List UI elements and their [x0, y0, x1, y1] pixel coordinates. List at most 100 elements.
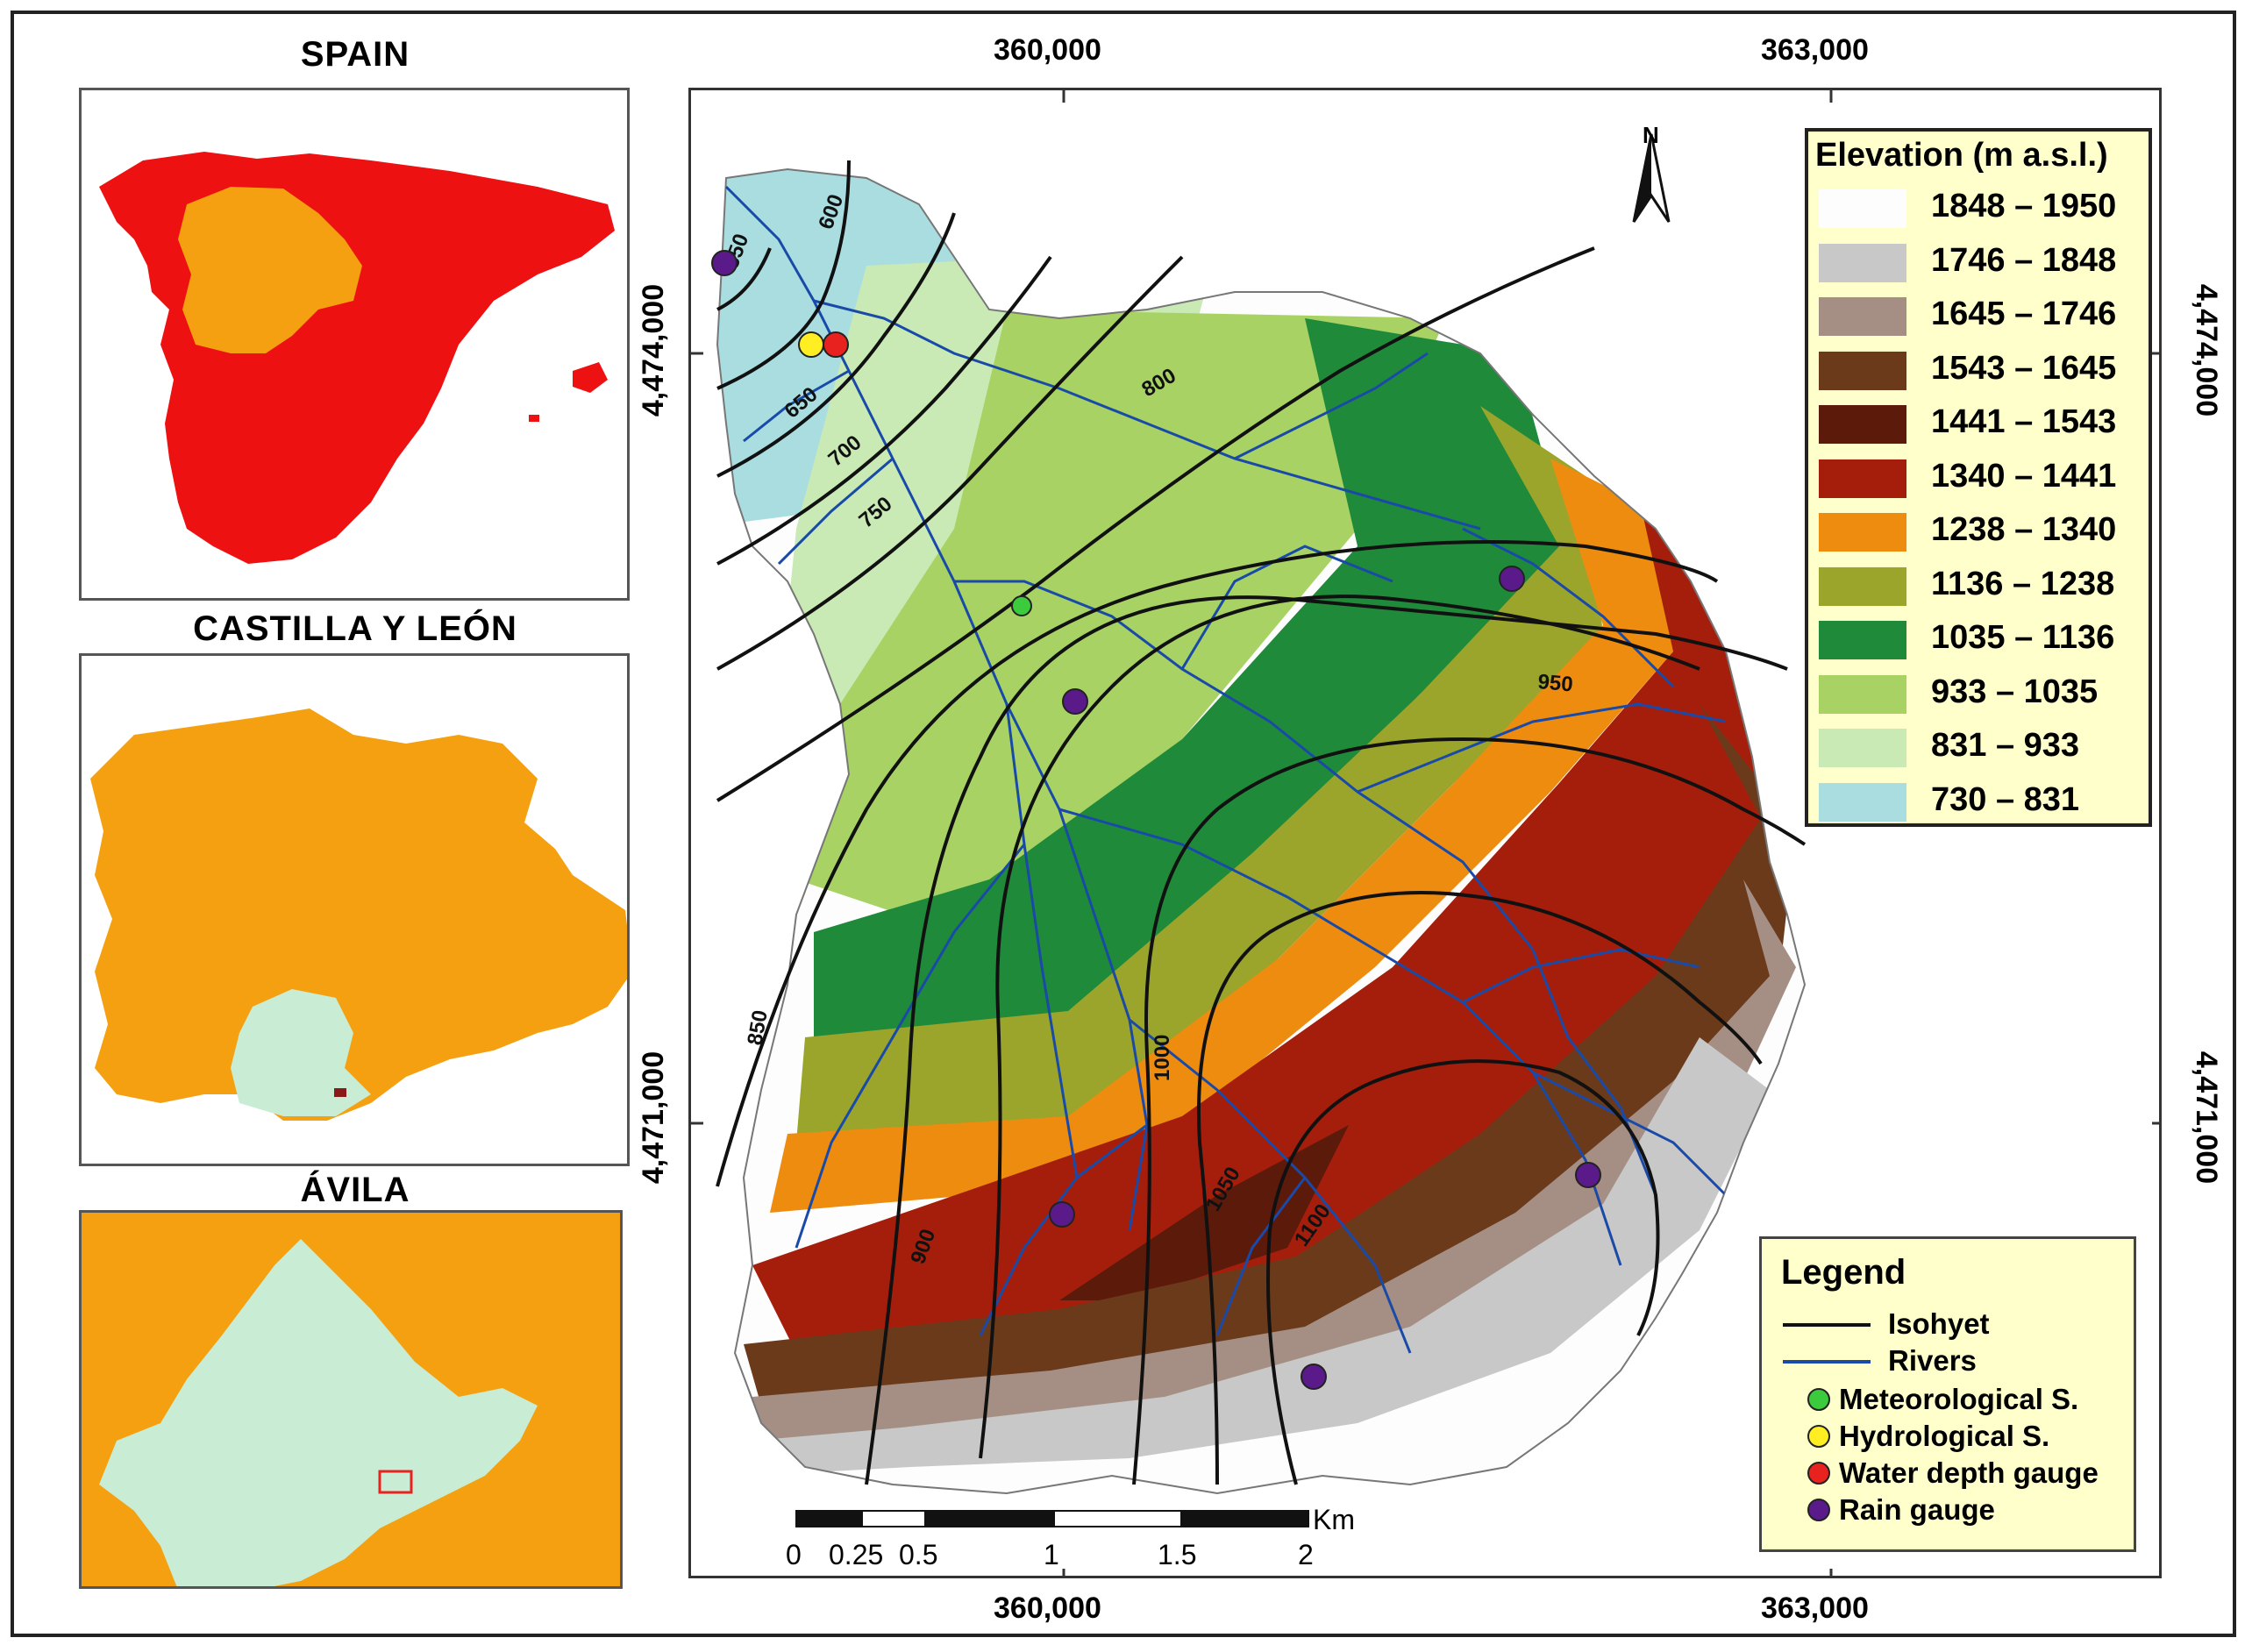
- hydrological-station: [798, 331, 824, 358]
- isohyet-label-850: 850: [743, 1008, 773, 1047]
- scale-tick-2: 2: [1298, 1539, 1314, 1570]
- isohyet-1100: [1266, 1059, 1660, 1485]
- elevation-swatch: [1819, 782, 1906, 822]
- coord-right-2: 4,471,000: [2190, 1050, 2224, 1185]
- isohyet-label-950: 950: [1536, 670, 1573, 696]
- elevation-class-label: 1848 – 1950: [1931, 188, 2117, 224]
- isohyet-850: [716, 540, 1719, 1187]
- coord-bottom-1: 360,000: [994, 1591, 1101, 1625]
- scale-tick-05: 0.5: [899, 1539, 938, 1570]
- elevation-class: 1543 – 1645: [1819, 348, 2143, 394]
- rain-gauge: [711, 250, 738, 276]
- coord-bottom-2: 363,000: [1761, 1591, 1869, 1625]
- legend-item: Water depth gauge: [1783, 1455, 2134, 1490]
- legend-dot-symbol: [1807, 1425, 1830, 1448]
- elevation-class: 1340 – 1441: [1819, 456, 2143, 502]
- study-area-box: [378, 1470, 413, 1494]
- castilla-map: [90, 709, 627, 1121]
- zone-1238-1340: [770, 459, 1673, 1213]
- elevation-class: 1441 – 1543: [1819, 402, 2143, 447]
- spain-shape: [99, 152, 615, 564]
- elevation-class-label: 730 – 831: [1931, 780, 2080, 818]
- legend-dot-symbol: [1807, 1462, 1830, 1485]
- elevation-class-label: 1645 – 1746: [1931, 296, 2117, 332]
- elevation-swatch: [1819, 621, 1906, 659]
- legend-dot-symbol: [1807, 1499, 1830, 1521]
- coord-top-2: 363,000: [1761, 33, 1869, 67]
- north-arrow-label: N: [1643, 122, 1659, 148]
- elevation-class: 933 – 1035: [1819, 672, 2143, 717]
- avila-map: [82, 1213, 620, 1586]
- map-frame: [11, 11, 2236, 1637]
- elevation-class: 1136 – 1238: [1819, 564, 2143, 609]
- rain-gauge: [1301, 1364, 1327, 1390]
- elevation-class: 1035 – 1136: [1819, 617, 2143, 663]
- isohyet-label-1000: 1000: [1151, 1035, 1174, 1081]
- elevation-swatch: [1819, 459, 1906, 498]
- elevation-class: 1746 – 1848: [1819, 240, 2143, 286]
- scale-unit: Km: [1313, 1504, 1355, 1535]
- elevation-class-label: 933 – 1035: [1931, 673, 2099, 710]
- elevation-class: 730 – 831: [1819, 780, 2143, 825]
- elevation-class-label: 1441 – 1543: [1931, 403, 2117, 440]
- coord-left-1: 4,474,000: [637, 283, 671, 417]
- elevation-swatch: [1819, 243, 1906, 282]
- avila-inset: [79, 1210, 623, 1589]
- elevation-class: 1238 – 1340: [1819, 509, 2143, 555]
- elevation-class-label: 1035 – 1136: [1931, 619, 2115, 656]
- basin-outline: [716, 167, 1807, 1495]
- minorca-shape: [529, 415, 539, 422]
- elevation-legend-title: Elevation (m a.s.l.): [1815, 137, 2108, 174]
- zone-933-1035: [796, 310, 1445, 932]
- water-depth-gauge: [823, 331, 849, 358]
- north-arrow: N: [1632, 122, 1671, 223]
- coord-top-1: 360,000: [994, 33, 1101, 67]
- legend-item-label: Meteorological S.: [1839, 1383, 2079, 1415]
- balearic-shape: [573, 362, 608, 393]
- isohyet-600: [716, 160, 851, 390]
- legend-line-symbol: [1783, 1323, 1871, 1327]
- elevation-class-label: 1543 – 1645: [1931, 349, 2117, 387]
- legend-item: Isohyet: [1783, 1307, 2134, 1342]
- elevation-swatch: [1819, 513, 1906, 552]
- legend-item-label: Rivers: [1888, 1344, 1977, 1377]
- isohyet-1050: [1197, 891, 1763, 1485]
- scale-tick-1: 1: [1044, 1539, 1059, 1570]
- isohyet-700: [716, 255, 1052, 566]
- scale-tick-025: 0.25: [829, 1539, 884, 1570]
- legend-dot-symbol: [1807, 1388, 1830, 1411]
- meteorological-station: [1011, 595, 1032, 616]
- coord-left-2: 4,471,000: [637, 1050, 671, 1185]
- isohyet-lines: [716, 160, 1807, 1485]
- elevation-class-label: 1340 – 1441: [1931, 457, 2117, 495]
- legend-line-symbol: [1783, 1360, 1871, 1364]
- isohyet-550: [716, 247, 772, 311]
- elevation-legend: Elevation (m a.s.l.) 1848 – 1950 1746 – 1…: [1805, 128, 2152, 827]
- castilla-shape: [90, 709, 627, 1121]
- legend-item: Rivers: [1783, 1344, 2134, 1379]
- elevation-class-label: 1136 – 1238: [1931, 565, 2115, 602]
- elevation-swatch: [1819, 351, 1906, 390]
- scale-tick-0: 0: [786, 1539, 802, 1570]
- legend-item-label: Water depth gauge: [1839, 1456, 2099, 1489]
- isohyet-1000: [1132, 737, 1807, 1485]
- elevation-class-label: 1238 – 1340: [1931, 511, 2117, 548]
- castilla-region-shape: [178, 187, 362, 353]
- elevation-class-label: 1746 – 1848: [1931, 241, 2117, 279]
- rain-gauge: [1049, 1201, 1075, 1228]
- elevation-swatch: [1819, 297, 1906, 336]
- legend-title: Legend: [1781, 1253, 1906, 1292]
- legend-item: Rain gauge: [1783, 1492, 2134, 1527]
- isohyet-800: [716, 246, 1595, 802]
- legend-item: Meteorological S.: [1783, 1381, 2134, 1416]
- elevation-class: 831 – 933: [1819, 725, 2143, 771]
- elevation-swatch: [1819, 189, 1906, 228]
- castilla-inset: [79, 653, 630, 1166]
- spain-map: [99, 152, 615, 564]
- coord-right-1: 4,474,000: [2190, 283, 2224, 417]
- elevation-class: 1848 – 1950: [1819, 186, 2143, 231]
- spain-title: SPAIN: [300, 35, 410, 74]
- elevation-swatch: [1819, 566, 1906, 606]
- elevation-swatch: [1819, 405, 1906, 444]
- study-area-marker: [334, 1088, 346, 1097]
